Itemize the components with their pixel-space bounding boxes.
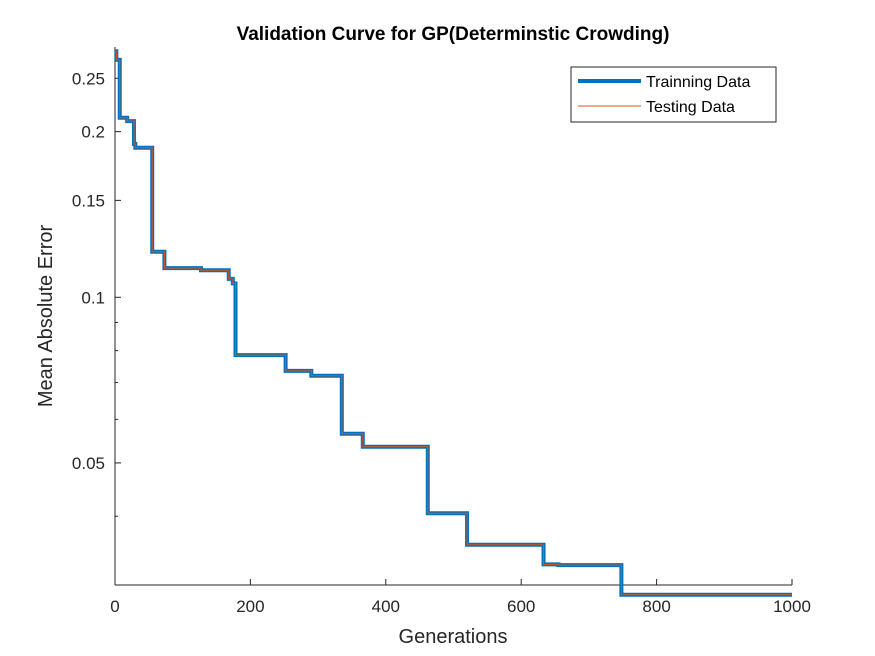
legend-label-testing: Testing Data <box>646 99 735 116</box>
y-tick-label: 0.1 <box>81 288 105 307</box>
plot-area <box>114 47 792 586</box>
x-axis-ticks: 0 200 400 600 800 1000 <box>110 579 811 616</box>
legend: Trainning Data Testing Data <box>570 66 777 123</box>
x-tick-label: 1000 <box>773 597 811 616</box>
x-tick-label: 800 <box>642 597 670 616</box>
legend-label-training: Trainning Data <box>646 74 750 91</box>
x-tick-label: 200 <box>236 597 264 616</box>
y-tick-label: 0.05 <box>72 454 105 473</box>
legend-box <box>570 66 777 123</box>
y-tick-label: 0.15 <box>72 191 105 210</box>
y-tick-label: 0.2 <box>81 123 105 142</box>
series-lines <box>114 49 792 597</box>
y-axis-label: Mean Absolute Error <box>35 225 57 408</box>
y-tick-label: 0.25 <box>72 69 105 88</box>
x-tick-label: 600 <box>507 597 535 616</box>
x-tick-label: 0 <box>110 597 119 616</box>
x-tick-label: 400 <box>372 597 400 616</box>
series-line-testing <box>115 50 792 596</box>
x-axis-label: Generations <box>399 626 508 648</box>
y-axis-ticks: 0.05 0.1 0.15 0.2 0.25 <box>72 69 121 586</box>
chart-title: Validation Curve for GP(Determinstic Cro… <box>237 24 670 45</box>
